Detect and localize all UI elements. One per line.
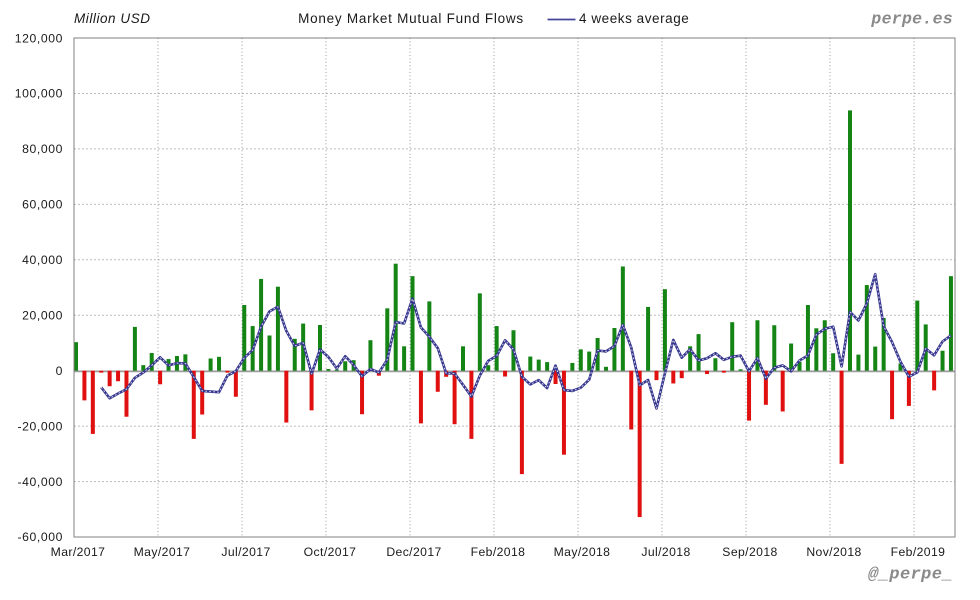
svg-text:-40,000: -40,000: [17, 475, 63, 489]
svg-text:40,000: 40,000: [22, 253, 63, 267]
svg-text:60,000: 60,000: [22, 198, 63, 212]
svg-text:May/2017: May/2017: [134, 545, 191, 559]
svg-text:100,000: 100,000: [15, 87, 63, 101]
svg-text:80,000: 80,000: [22, 142, 63, 156]
svg-text:120,000: 120,000: [15, 31, 63, 45]
svg-text:Feb/2019: Feb/2019: [891, 545, 946, 559]
svg-text:Million USD: Million USD: [74, 11, 151, 26]
svg-text:0: 0: [56, 364, 63, 378]
svg-text:-20,000: -20,000: [17, 419, 63, 433]
svg-text:Feb/2018: Feb/2018: [471, 545, 526, 559]
svg-text:@_perpe_: @_perpe_: [868, 566, 953, 585]
svg-text:Sep/2018: Sep/2018: [722, 545, 777, 559]
svg-text:Dec/2017: Dec/2017: [386, 545, 441, 559]
svg-text:20,000: 20,000: [22, 309, 63, 323]
svg-text:perpe.es: perpe.es: [870, 10, 953, 29]
svg-text:May/2018: May/2018: [554, 545, 611, 559]
svg-text:Jul/2018: Jul/2018: [641, 545, 690, 559]
svg-text:Money Market Mutual Fund Flows: Money Market Mutual Fund Flows: [298, 11, 524, 26]
svg-text:Nov/2018: Nov/2018: [806, 545, 861, 559]
svg-text:4 weeks average: 4 weeks average: [579, 11, 689, 26]
svg-text:-60,000: -60,000: [17, 530, 63, 544]
svg-text:Jul/2017: Jul/2017: [221, 545, 270, 559]
svg-text:Oct/2017: Oct/2017: [304, 545, 357, 559]
svg-text:Mar/2017: Mar/2017: [51, 545, 106, 559]
